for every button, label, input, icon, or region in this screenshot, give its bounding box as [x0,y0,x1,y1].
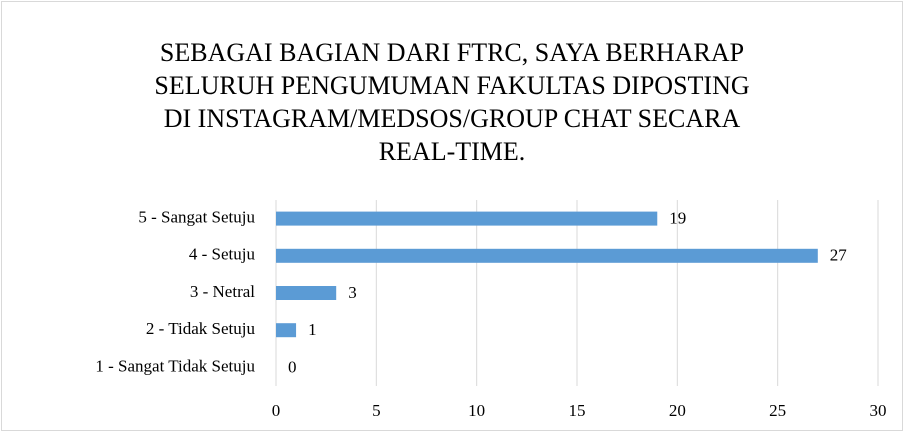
x-tick-label: 15 [569,401,586,420]
data-label: 27 [830,246,848,265]
data-label: 0 [288,357,297,376]
bar [276,211,658,226]
bar [276,323,297,338]
x-tick-label: 0 [272,401,281,420]
chart-title: SEBAGAI BAGIAN DARI FTRC, SAYA BERHARAP … [154,38,750,166]
data-label: 19 [669,209,686,228]
data-label: 1 [308,320,317,339]
y-tick-label: 4 - Setuju [189,245,256,264]
x-tick-label: 20 [669,401,686,420]
x-tick-label: 10 [468,401,485,420]
x-tick-label: 30 [870,401,887,420]
x-tick-label: 25 [769,401,786,420]
y-tick-label: 3 - Netral [190,282,255,301]
data-label: 3 [348,283,357,302]
y-tick-label: 5 - Sangat Setuju [138,208,255,227]
bar [276,286,337,300]
y-tick-label: 1 - Sangat Tidak Setuju [95,356,255,375]
bar [276,248,818,263]
y-tick-label: 2 - Tidak Setuju [146,319,256,338]
x-tick-label: 5 [372,401,381,420]
